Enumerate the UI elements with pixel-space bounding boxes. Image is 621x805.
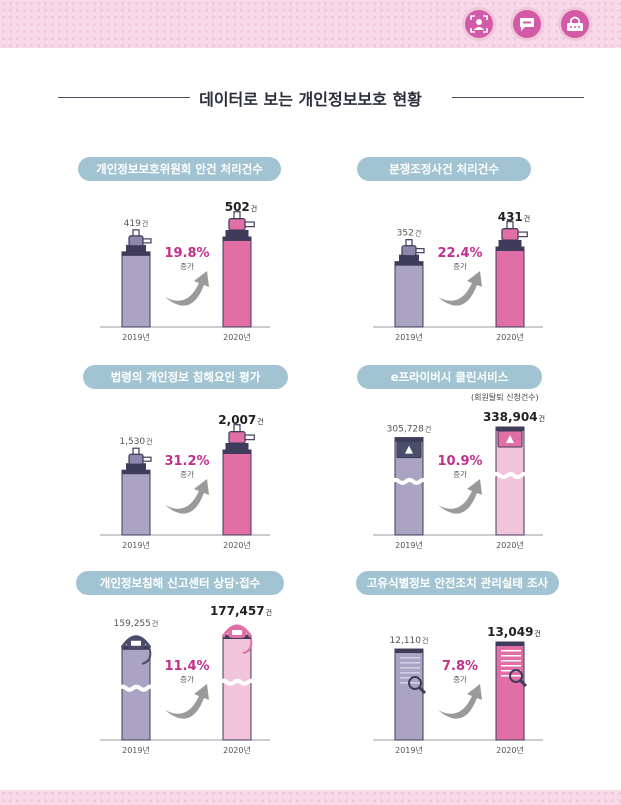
- title-rule-left: [58, 97, 190, 98]
- category-label: 2019년: [122, 540, 150, 550]
- increase-arrow-icon: [438, 479, 482, 514]
- value-label: 352건: [397, 229, 422, 239]
- change-percent: 11.4%: [164, 659, 209, 674]
- value-label: 12,110건: [390, 636, 429, 646]
- panel-title-6: 고유식별정보 안전조치 관리실태 조사: [356, 571, 559, 595]
- bar-2020년: [222, 424, 255, 536]
- change-label: 증가: [453, 470, 467, 479]
- change-label: 증가: [180, 675, 194, 684]
- increase-arrow-icon: [165, 684, 209, 719]
- bar-2019년: [394, 239, 425, 328]
- change-label: 증가: [180, 262, 194, 271]
- bar-2020년: [495, 641, 528, 741]
- bottom-decorative-band: [0, 790, 621, 805]
- panel-title-5: 개인정보침해 신고센터 상담·접수: [76, 571, 284, 595]
- increase-arrow-icon: [165, 271, 209, 306]
- lock-password-icon: [558, 7, 592, 41]
- bar: [121, 645, 151, 741]
- value-label: 305,728건: [387, 425, 432, 435]
- change-percent: 19.8%: [164, 246, 209, 261]
- increase-arrow-icon: [438, 271, 482, 306]
- face-scan-icon: [462, 7, 496, 41]
- value-label: 2,007건: [218, 413, 263, 427]
- value-label: 1,530건: [119, 437, 152, 447]
- increase-arrow-icon: [438, 684, 482, 719]
- value-label: 502건: [225, 200, 258, 214]
- category-label: 2020년: [496, 332, 524, 342]
- bar: [121, 469, 151, 536]
- change-percent: 7.8%: [442, 659, 478, 674]
- category-label: 2019년: [395, 745, 423, 755]
- bar: [121, 251, 151, 328]
- bar-2019년: [121, 447, 152, 536]
- panel-title-1: 개인정보보호위원회 안건 처리건수: [78, 157, 281, 181]
- change-label: 증가: [453, 262, 467, 271]
- change-label: 증가: [180, 470, 194, 479]
- chart-3: 1,530건 2019년 2,007건 2020년 31.2%증가: [100, 413, 270, 550]
- category-label: 2020년: [223, 745, 251, 755]
- value-label: 159,255건: [114, 619, 159, 629]
- chart-6: 12,110건 2019년 13,049건 2020년 7.8%증가: [373, 625, 543, 755]
- page-title: 데이터로 보는 개인정보보호 현황: [199, 90, 422, 109]
- bar-2020년: [218, 624, 257, 741]
- panel-title-2: 분쟁조정사건 처리건수: [357, 157, 531, 181]
- bar-2019년: [394, 648, 427, 741]
- bar: [222, 236, 252, 328]
- category-label: 2019년: [122, 745, 150, 755]
- value-label: 431건: [498, 210, 531, 224]
- title-rule-right: [452, 97, 584, 98]
- change-percent: 10.9%: [437, 454, 482, 469]
- category-label: 2020년: [223, 540, 251, 550]
- bar-2019년: [121, 229, 152, 328]
- bar-2020년: [495, 221, 528, 328]
- category-label: 2020년: [223, 332, 251, 342]
- chart-2: 352건 2019년 431건 2020년 22.4%증가: [373, 210, 543, 342]
- category-label: 2019년: [395, 540, 423, 550]
- panel-title-3: 법령의 개인정보 침해요인 평가: [83, 365, 288, 389]
- change-label: 증가: [453, 675, 467, 684]
- change-percent: 31.2%: [164, 454, 209, 469]
- bar-2020년: [222, 211, 255, 328]
- bar: [222, 449, 252, 536]
- value-label: 338,904건: [483, 410, 545, 424]
- panel-title-4: e프라이버시 클린서비스: [357, 365, 542, 389]
- value-label: 13,049건: [487, 625, 541, 639]
- bar: [394, 261, 424, 328]
- chart-4: 305,728건 2019년 338,904건 2020년 10.9%증가: [373, 410, 545, 550]
- chat-bubble-icon: [510, 7, 544, 41]
- chart-5: 159,255건 2019년 177,457건 2020년 11.4%증가: [100, 604, 272, 755]
- chart-1: 419건 2019년 502건 2020년 19.8%증가: [100, 200, 270, 342]
- bar: [495, 641, 525, 741]
- bar-2020년: [491, 426, 530, 536]
- bar: [394, 648, 424, 741]
- increase-arrow-icon: [165, 479, 209, 514]
- bar: [495, 246, 525, 328]
- bar-2019년: [117, 635, 156, 741]
- bar-2019년: [390, 437, 429, 536]
- category-label: 2020년: [496, 540, 524, 550]
- category-label: 2019년: [395, 332, 423, 342]
- category-label: 2020년: [496, 745, 524, 755]
- change-percent: 22.4%: [437, 246, 482, 261]
- panel-subtitle-4: (회원탈퇴 신청건수): [471, 393, 539, 402]
- category-label: 2019년: [122, 332, 150, 342]
- value-label: 177,457건: [210, 604, 272, 618]
- value-label: 419건: [124, 219, 149, 229]
